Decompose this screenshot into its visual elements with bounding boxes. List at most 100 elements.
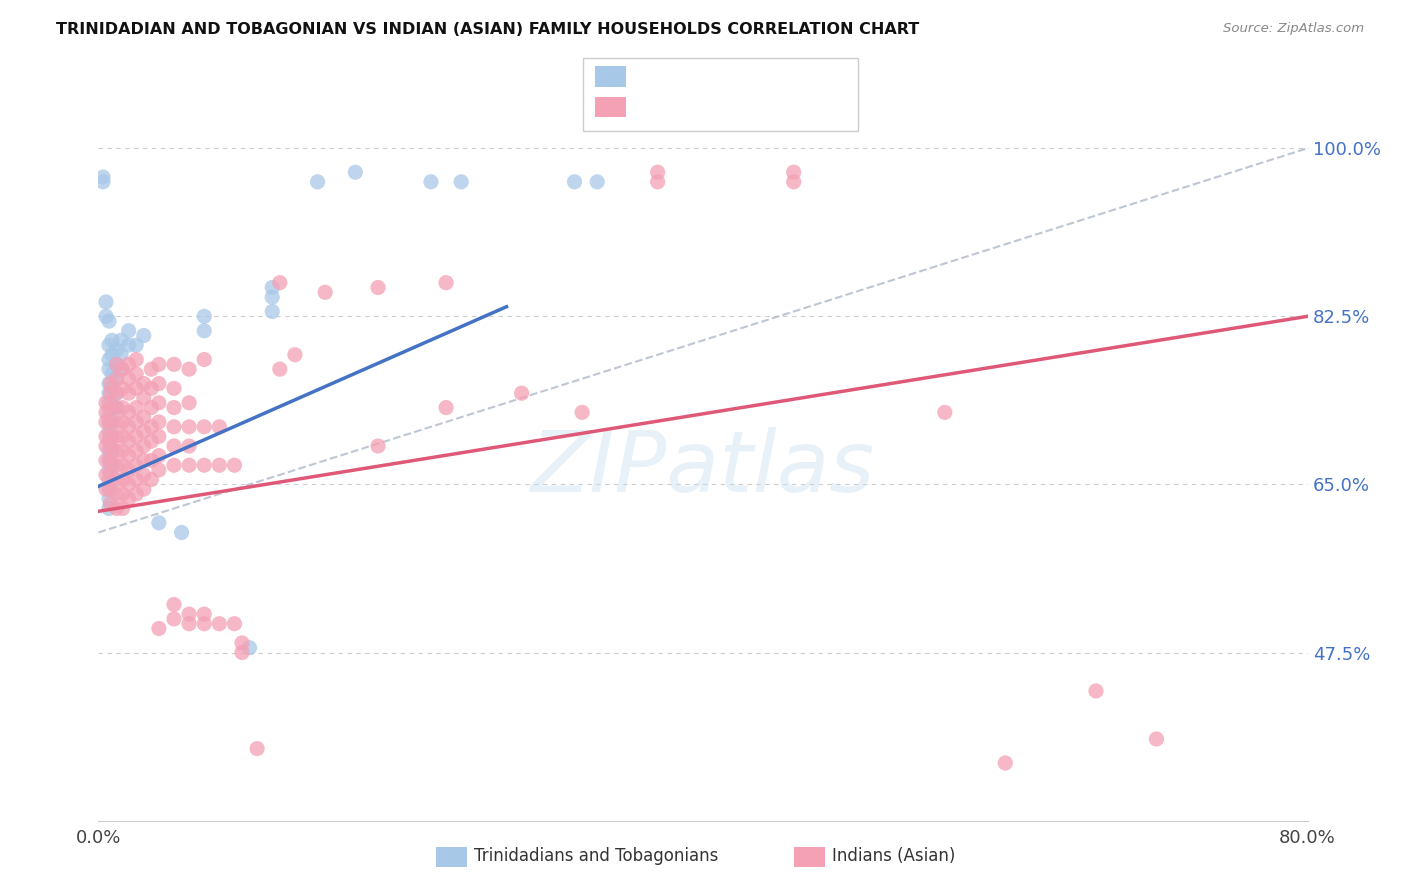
Point	[586, 175, 609, 189]
Point	[367, 280, 389, 294]
Point	[101, 458, 124, 473]
Point	[118, 419, 141, 434]
Point	[105, 429, 128, 443]
Point	[141, 381, 163, 395]
Point	[246, 741, 269, 756]
Point	[239, 640, 262, 655]
Point	[224, 458, 246, 473]
Point	[98, 362, 121, 376]
Point	[105, 458, 128, 473]
Text: ZIPatlas: ZIPatlas	[531, 427, 875, 510]
Point	[148, 429, 170, 443]
Point	[141, 362, 163, 376]
Point	[98, 491, 121, 506]
Point	[125, 381, 148, 395]
Text: N =: N =	[735, 74, 787, 92]
Point	[179, 439, 201, 453]
Point	[105, 401, 128, 415]
Point	[193, 616, 215, 631]
Point	[98, 314, 121, 328]
Point	[262, 290, 284, 304]
Point	[179, 362, 201, 376]
Text: 59: 59	[792, 74, 823, 92]
Point	[94, 415, 117, 429]
Point	[125, 415, 148, 429]
Point	[269, 276, 291, 290]
Point	[148, 376, 170, 391]
Point	[994, 756, 1017, 770]
Point	[91, 175, 114, 189]
Point	[100, 439, 122, 453]
Point	[125, 458, 148, 473]
Point	[148, 622, 170, 636]
Point	[132, 467, 155, 482]
Point	[647, 175, 669, 189]
Point	[170, 525, 193, 540]
Point	[94, 405, 117, 419]
Point	[118, 434, 141, 449]
Point	[105, 372, 128, 386]
Point	[193, 458, 215, 473]
Point	[100, 453, 122, 467]
Point	[110, 362, 132, 376]
Point	[783, 175, 806, 189]
Point	[193, 310, 215, 324]
Point	[105, 501, 128, 516]
Point	[98, 405, 121, 419]
Point	[132, 410, 155, 425]
Point	[208, 458, 231, 473]
Text: Source: ZipAtlas.com: Source: ZipAtlas.com	[1223, 22, 1364, 36]
Point	[111, 458, 134, 473]
Point	[125, 487, 148, 501]
Point	[111, 381, 134, 395]
Point	[94, 453, 117, 467]
Point	[98, 434, 121, 449]
Point	[125, 352, 148, 367]
Point	[94, 482, 117, 496]
Point	[118, 338, 141, 352]
Point	[163, 357, 186, 371]
Point	[118, 357, 141, 371]
Point	[141, 401, 163, 415]
Point	[100, 415, 122, 429]
Point	[98, 443, 121, 458]
Point	[284, 348, 307, 362]
Point	[94, 429, 117, 443]
Point	[262, 304, 284, 318]
Text: 0.298: 0.298	[679, 74, 737, 92]
Point	[111, 501, 134, 516]
Point	[111, 401, 134, 415]
Point	[571, 405, 593, 419]
Point	[110, 334, 132, 348]
Point	[111, 487, 134, 501]
Point	[179, 458, 201, 473]
Point	[98, 453, 121, 467]
Point	[101, 381, 124, 395]
Point	[179, 607, 201, 621]
Point	[111, 429, 134, 443]
Point	[141, 453, 163, 467]
Point	[132, 376, 155, 391]
Point	[148, 516, 170, 530]
Point	[100, 482, 122, 496]
Point	[193, 324, 215, 338]
Point	[98, 376, 121, 391]
Point	[94, 439, 117, 453]
Point	[98, 386, 121, 401]
Text: R =: R =	[637, 74, 676, 92]
Text: TRINIDADIAN AND TOBAGONIAN VS INDIAN (ASIAN) FAMILY HOUSEHOLDS CORRELATION CHART: TRINIDADIAN AND TOBAGONIAN VS INDIAN (AS…	[56, 22, 920, 37]
Point	[132, 391, 155, 405]
Point	[148, 415, 170, 429]
Point	[118, 372, 141, 386]
Point	[105, 473, 128, 487]
Point	[132, 453, 155, 467]
Point	[224, 616, 246, 631]
Point	[208, 616, 231, 631]
Point	[307, 175, 329, 189]
Point	[100, 467, 122, 482]
Point	[1144, 731, 1167, 746]
Point	[105, 386, 128, 401]
Point	[118, 324, 141, 338]
Text: R =: R =	[637, 104, 676, 122]
Point	[98, 396, 121, 410]
